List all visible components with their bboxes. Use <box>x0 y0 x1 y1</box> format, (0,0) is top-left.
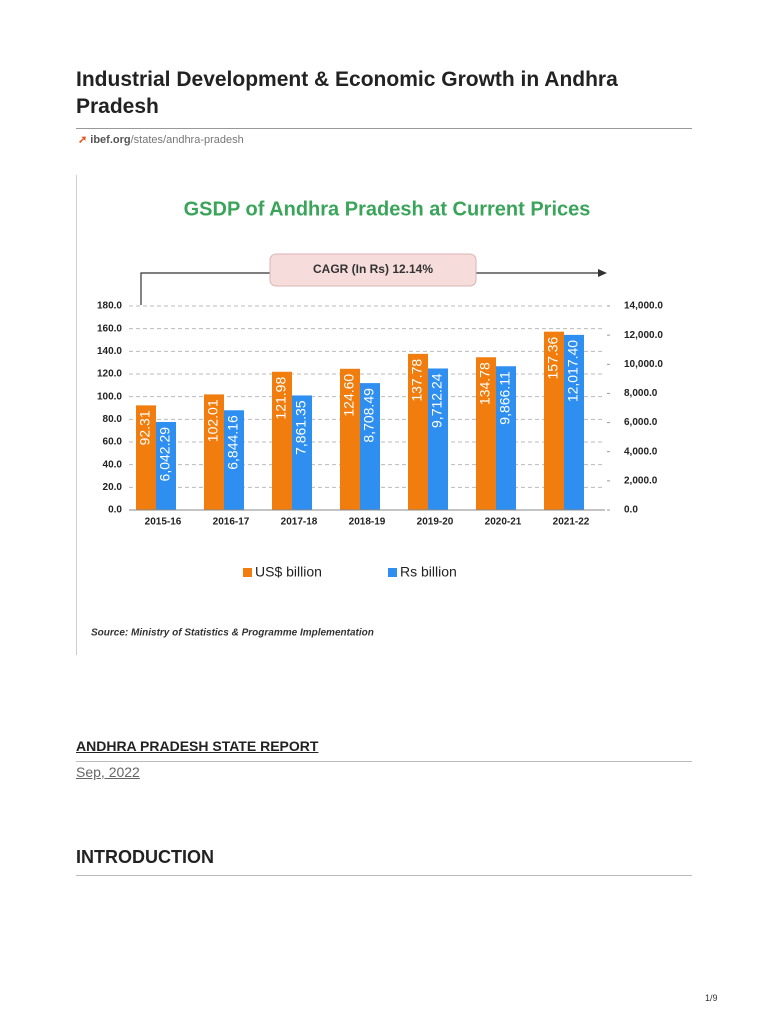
bar <box>136 405 156 510</box>
bar <box>476 357 496 510</box>
y2-tick-label: 0.0 <box>624 505 638 516</box>
y2-tick-label: 4,000.0 <box>624 446 658 457</box>
y-tick-label: 40.0 <box>103 459 123 470</box>
y2-tick-label: 14,000.0 <box>624 301 663 312</box>
value-label: 121.98 <box>273 377 289 420</box>
x-tick-label: 2018-19 <box>349 517 386 528</box>
x-tick-label: 2020-21 <box>485 517 522 528</box>
chart-title: GSDP of Andhra Pradesh at Current Prices <box>184 198 591 220</box>
legend-swatch <box>388 568 397 577</box>
y2-tick-label: 10,000.0 <box>624 359 663 370</box>
divider <box>76 875 692 876</box>
bar <box>564 334 584 510</box>
cagr-box <box>269 253 477 287</box>
value-label: 9,712.24 <box>429 373 445 428</box>
bar <box>496 366 516 510</box>
y-tick-label: 0.0 <box>108 505 122 516</box>
y-tick-label: 100.0 <box>97 391 122 402</box>
source-path: /states/andhra-pradesh <box>130 134 244 146</box>
value-label: 102.01 <box>205 399 221 442</box>
y2-tick-label: 6,000.0 <box>624 417 658 428</box>
icon: ➚ <box>78 134 88 146</box>
y2-tick-label: 8,000.0 <box>624 388 658 399</box>
x-tick-label: 2016-17 <box>213 517 250 528</box>
bar <box>224 410 244 510</box>
y-tick-label: 140.0 <box>97 346 122 357</box>
bar <box>156 421 176 510</box>
annotation: CAGR (In Rs) 12.14% <box>313 262 433 276</box>
legend-label: Rs billion <box>400 564 457 580</box>
divider <box>76 761 692 762</box>
chart: GSDP of Andhra Pradesh at Current Prices… <box>76 175 663 655</box>
section-title: INTRODUCTION <box>76 847 214 867</box>
report-date: Sep, 2022 <box>76 764 140 780</box>
source-domain: ibef.org <box>90 134 131 146</box>
bar <box>428 368 448 510</box>
value-label: 6,042.29 <box>157 427 173 482</box>
y-tick-label: 80.0 <box>103 414 123 425</box>
legend-swatch <box>243 568 252 577</box>
divider <box>76 128 692 129</box>
legend-label: US$ billion <box>255 564 322 580</box>
arrow-head <box>598 269 607 277</box>
bar <box>204 394 224 510</box>
chart-source: Source: Ministry of Statistics & Program… <box>91 628 374 639</box>
x-tick-label: 2019-20 <box>417 517 454 528</box>
value-label: 7,861.35 <box>293 400 309 455</box>
y-tick-label: 120.0 <box>97 369 122 380</box>
y-tick-label: 60.0 <box>103 437 123 448</box>
bar <box>340 368 360 510</box>
bar <box>272 371 292 510</box>
value-label: 134.78 <box>477 362 493 405</box>
value-label: 8,708.49 <box>361 388 377 443</box>
bar <box>360 383 380 510</box>
y-tick-label: 160.0 <box>97 323 122 334</box>
page-title: Industrial Development & Economic Growth… <box>76 68 618 118</box>
value-label: 137.78 <box>409 359 425 402</box>
x-tick-label: 2017-18 <box>281 517 318 528</box>
page-number: 1/9 <box>705 993 718 1003</box>
value-label: 9,866.11 <box>497 371 513 425</box>
value-label: 12,017.40 <box>565 340 581 402</box>
y-tick-label: 20.0 <box>103 482 123 493</box>
cagr-arrow <box>140 272 270 305</box>
y-tick-label: 180.0 <box>97 301 122 312</box>
report-title[interactable]: ANDHRA PRADESH STATE REPORT <box>76 738 319 754</box>
x-tick-label: 2015-16 <box>145 517 182 528</box>
source-link[interactable]: ➚ ibef.org/states/andhra-pradesh <box>78 133 244 146</box>
value-label: 124.60 <box>341 374 357 417</box>
y2-tick-label: 12,000.0 <box>624 330 663 341</box>
value-label: 6,844.16 <box>225 415 241 470</box>
bar <box>292 395 312 510</box>
y2-tick-label: 2,000.0 <box>624 475 658 486</box>
bar <box>408 353 428 510</box>
x-tick-label: 2021-22 <box>553 517 590 528</box>
bar <box>544 331 564 510</box>
value-label: 92.31 <box>137 410 153 445</box>
value-label: 157.36 <box>545 336 561 379</box>
